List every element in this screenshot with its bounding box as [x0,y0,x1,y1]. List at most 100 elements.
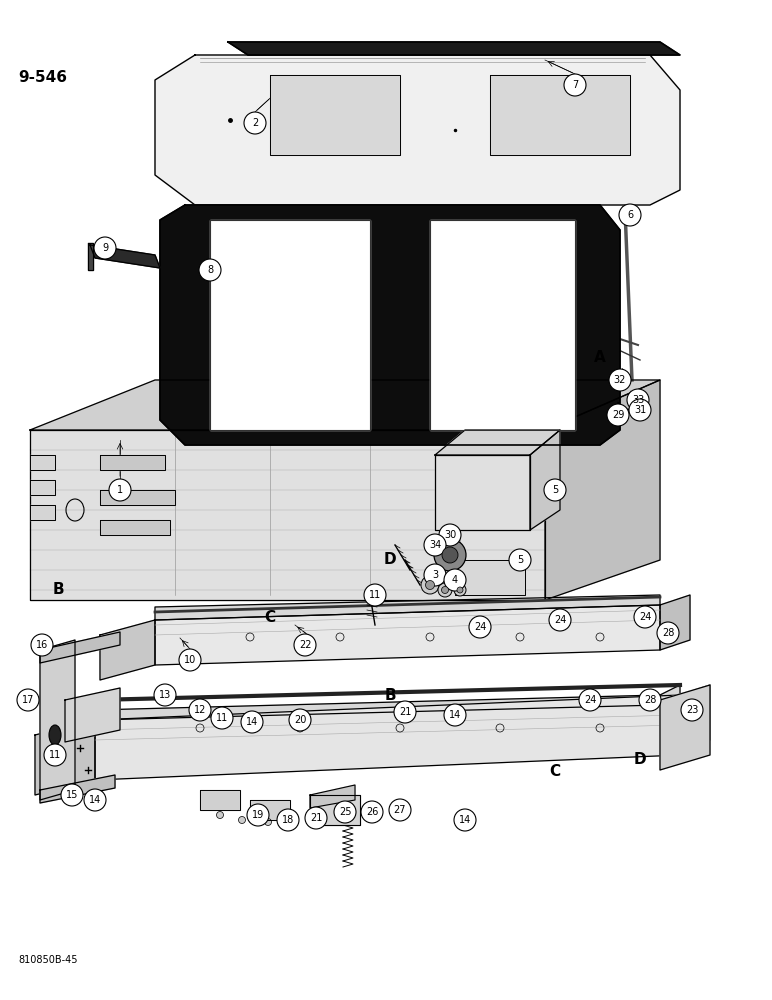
Circle shape [334,801,356,823]
Text: 5: 5 [517,555,523,565]
Text: 11: 11 [49,750,61,760]
Circle shape [607,404,629,426]
Circle shape [629,399,651,421]
Polygon shape [250,800,290,820]
Polygon shape [95,695,680,780]
Circle shape [109,479,131,501]
Circle shape [424,564,446,586]
Text: 16: 16 [36,640,48,650]
Polygon shape [100,520,170,535]
Text: C: C [265,610,276,626]
Text: 20: 20 [294,715,306,725]
Polygon shape [455,560,525,595]
Circle shape [425,580,435,589]
Text: 18: 18 [282,815,294,825]
Circle shape [442,586,449,593]
Polygon shape [490,75,630,155]
Polygon shape [40,775,115,803]
Polygon shape [530,430,560,530]
Text: B: B [384,688,396,702]
Circle shape [179,649,201,671]
Circle shape [244,112,266,134]
Polygon shape [95,685,680,720]
Polygon shape [30,380,660,430]
Text: 7: 7 [572,80,578,90]
Text: 5: 5 [552,485,558,495]
Text: C: C [550,764,560,780]
Circle shape [292,814,299,822]
Circle shape [189,699,211,721]
Polygon shape [100,490,175,505]
Polygon shape [680,685,710,755]
Text: 15: 15 [66,790,78,800]
Polygon shape [155,55,680,205]
Text: 27: 27 [394,805,406,815]
Polygon shape [30,480,55,495]
Polygon shape [545,380,660,600]
Circle shape [94,237,116,259]
Text: 9-546: 9-546 [18,70,67,86]
Circle shape [444,569,466,591]
Circle shape [424,534,446,556]
Text: 22: 22 [299,640,311,650]
Circle shape [627,389,649,411]
Circle shape [469,616,491,638]
Polygon shape [40,632,120,663]
Circle shape [438,583,452,597]
Circle shape [439,524,461,546]
Circle shape [239,816,245,824]
Circle shape [434,539,466,571]
Polygon shape [660,595,690,650]
Text: 28: 28 [662,628,674,638]
Text: A: A [594,351,606,365]
Circle shape [44,744,66,766]
Text: 24: 24 [554,615,566,625]
Circle shape [564,74,586,96]
Circle shape [305,807,327,829]
Text: 14: 14 [449,710,461,720]
Text: 21: 21 [399,707,411,717]
Polygon shape [88,243,93,270]
Circle shape [442,547,458,563]
Polygon shape [40,640,75,800]
Circle shape [294,634,316,656]
Text: 21: 21 [310,813,322,823]
Text: 24: 24 [638,612,652,622]
Polygon shape [160,205,620,445]
Text: 14: 14 [245,717,258,727]
Polygon shape [30,505,55,520]
Text: B: B [52,582,64,597]
Polygon shape [228,42,680,55]
Text: 14: 14 [89,795,101,805]
Circle shape [394,701,416,723]
Text: 31: 31 [634,405,646,415]
Text: 33: 33 [631,395,644,405]
Text: 24: 24 [584,695,596,705]
Polygon shape [155,595,660,620]
Text: 11: 11 [369,590,381,600]
Circle shape [389,799,411,821]
Text: 6: 6 [627,210,633,220]
Polygon shape [65,688,120,742]
Circle shape [544,479,566,501]
Text: 4: 4 [452,575,458,585]
Text: 8: 8 [207,265,213,275]
Polygon shape [270,75,400,155]
Text: 32: 32 [614,375,626,385]
Polygon shape [660,685,710,770]
Text: 12: 12 [194,705,206,715]
Text: 10: 10 [184,655,196,665]
Text: 34: 34 [429,540,441,550]
Text: 28: 28 [644,695,656,705]
Circle shape [619,204,641,226]
Polygon shape [35,720,95,795]
Text: 810850B-45: 810850B-45 [18,955,77,965]
Circle shape [211,707,233,729]
Polygon shape [435,430,560,455]
Circle shape [444,704,466,726]
Circle shape [454,584,466,596]
Text: 23: 23 [686,705,698,715]
Circle shape [509,549,531,571]
Text: D: D [384,552,396,568]
Circle shape [639,689,661,711]
